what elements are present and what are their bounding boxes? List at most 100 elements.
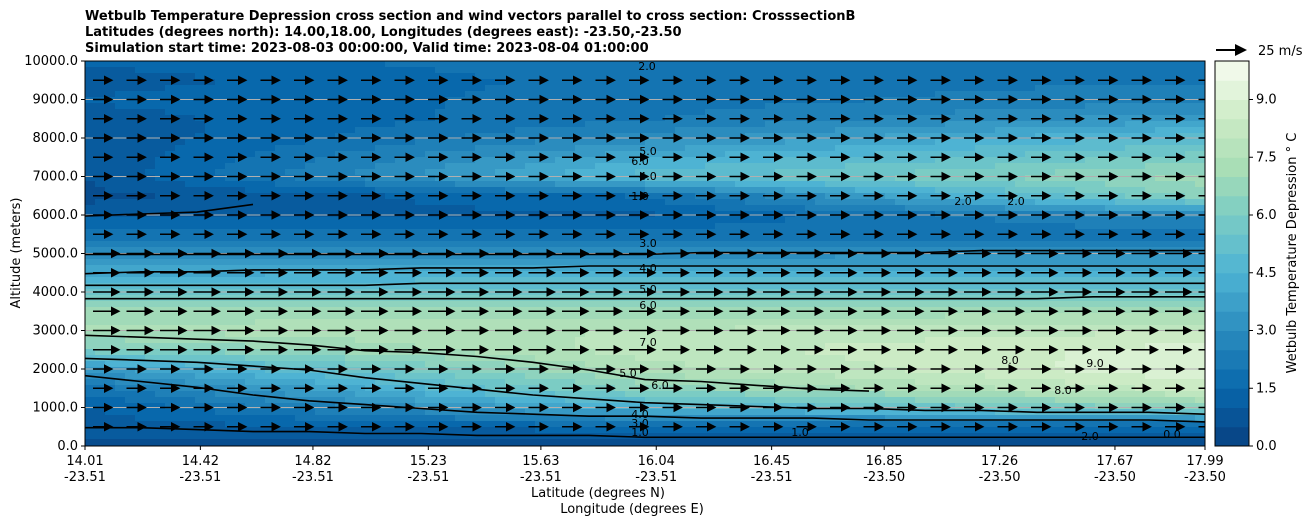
contour-fill-cell — [705, 271, 716, 278]
contour-fill-cell — [525, 241, 536, 248]
contour-fill-cell — [165, 235, 176, 242]
contour-fill-cell — [715, 115, 726, 122]
contour-fill-cell — [145, 127, 156, 134]
contour-fill-cell — [565, 223, 576, 230]
contour-fill-cell — [115, 421, 126, 428]
contour-fill-cell — [475, 139, 486, 146]
contour-fill-cell — [155, 235, 166, 242]
contour-fill-cell — [775, 67, 786, 74]
contour-fill-cell — [765, 409, 776, 416]
contour-fill-cell — [205, 139, 216, 146]
contour-fill-cell — [495, 349, 506, 356]
contour-fill-cell — [225, 187, 236, 194]
contour-fill-cell — [715, 139, 726, 146]
contour-fill-cell — [785, 157, 796, 164]
contour-fill-cell — [475, 373, 486, 380]
contour-fill-cell — [155, 301, 166, 308]
contour-fill-cell — [345, 247, 356, 254]
contour-fill-cell — [395, 313, 406, 320]
contour-fill-cell — [635, 349, 646, 356]
contour-fill-cell — [115, 91, 126, 98]
contour-fill-cell — [275, 235, 286, 242]
contour-fill-cell — [835, 109, 846, 116]
contour-fill-cell — [725, 391, 736, 398]
contour-fill-cell — [85, 181, 96, 188]
contour-fill-cell — [595, 181, 606, 188]
contour-fill-cell — [655, 313, 666, 320]
contour-fill-cell — [315, 205, 326, 212]
contour-fill-cell — [95, 367, 106, 374]
contour-fill-cell — [255, 343, 266, 350]
contour-fill-cell — [605, 307, 616, 314]
contour-fill-cell — [385, 151, 396, 158]
contour-fill-cell — [655, 319, 666, 326]
contour-fill-cell — [335, 397, 346, 404]
contour-fill-cell — [285, 385, 296, 392]
contour-fill-cell — [625, 235, 636, 242]
contour-fill-cell — [825, 391, 836, 398]
contour-fill-cell — [625, 355, 636, 362]
contour-fill-cell — [785, 67, 796, 74]
contour-fill-cell — [125, 247, 136, 254]
contour-fill-cell — [155, 361, 166, 368]
contour-fill-cell — [215, 301, 226, 308]
contour-fill-cell — [175, 313, 186, 320]
contour-fill-cell — [815, 205, 826, 212]
contour-fill-cell — [135, 337, 146, 344]
contour-fill-cell — [385, 331, 396, 338]
contour-fill-cell — [695, 367, 706, 374]
contour-fill-cell — [565, 151, 576, 158]
contour-fill-cell — [715, 73, 726, 80]
contour-fill-cell — [435, 301, 446, 308]
contour-fill-cell — [445, 91, 456, 98]
contour-fill-cell — [525, 133, 536, 140]
contour-fill-cell — [155, 169, 166, 176]
contour-fill-cell — [825, 373, 836, 380]
contour-fill-cell — [435, 403, 446, 410]
contour-fill-cell — [785, 361, 796, 368]
contour-fill-cell — [575, 241, 586, 248]
contour-fill-cell — [775, 355, 786, 362]
contour-fill-cell — [515, 421, 526, 428]
contour-fill-cell — [335, 337, 346, 344]
contour-fill-cell — [575, 403, 586, 410]
contour-fill-cell — [845, 301, 856, 308]
contour-fill-cell — [315, 61, 326, 68]
contour-fill-cell — [735, 61, 746, 68]
contour-fill-cell — [195, 265, 206, 272]
contour-fill-cell — [235, 367, 246, 374]
contour-fill-cell — [665, 103, 676, 110]
contour-fill-cell — [695, 313, 706, 320]
contour-fill-cell — [85, 193, 96, 200]
contour-fill-cell — [795, 403, 806, 410]
contour-fill-cell — [455, 217, 466, 224]
contour-fill-cell — [245, 181, 256, 188]
contour-fill-cell — [345, 121, 356, 128]
contour-fill-cell — [555, 175, 566, 182]
contour-fill-cell — [195, 85, 206, 92]
contour-fill-cell — [725, 241, 736, 248]
contour-fill-cell — [825, 397, 836, 404]
contour-fill-cell — [185, 421, 196, 428]
contour-fill-cell — [545, 133, 556, 140]
contour-fill-cell — [155, 109, 166, 116]
contour-fill-cell — [135, 109, 146, 116]
contour-fill-cell — [535, 283, 546, 290]
contour-fill-cell — [775, 265, 786, 272]
contour-fill-cell — [655, 85, 666, 92]
contour-fill-cell — [415, 277, 426, 284]
contour-fill-cell — [185, 301, 196, 308]
contour-fill-cell — [175, 301, 186, 308]
contour-fill-cell — [715, 121, 726, 128]
contour-fill-cell — [785, 187, 796, 194]
contour-fill-cell — [175, 397, 186, 404]
contour-fill-cell — [685, 397, 696, 404]
contour-fill-cell — [305, 313, 316, 320]
contour-fill-cell — [595, 223, 606, 230]
contour-fill-cell — [465, 373, 476, 380]
contour-fill-cell — [685, 433, 696, 440]
contour-fill-cell — [255, 199, 266, 206]
contour-fill-cell — [755, 79, 766, 86]
contour-fill-cell — [575, 427, 586, 434]
contour-fill-cell — [125, 133, 136, 140]
